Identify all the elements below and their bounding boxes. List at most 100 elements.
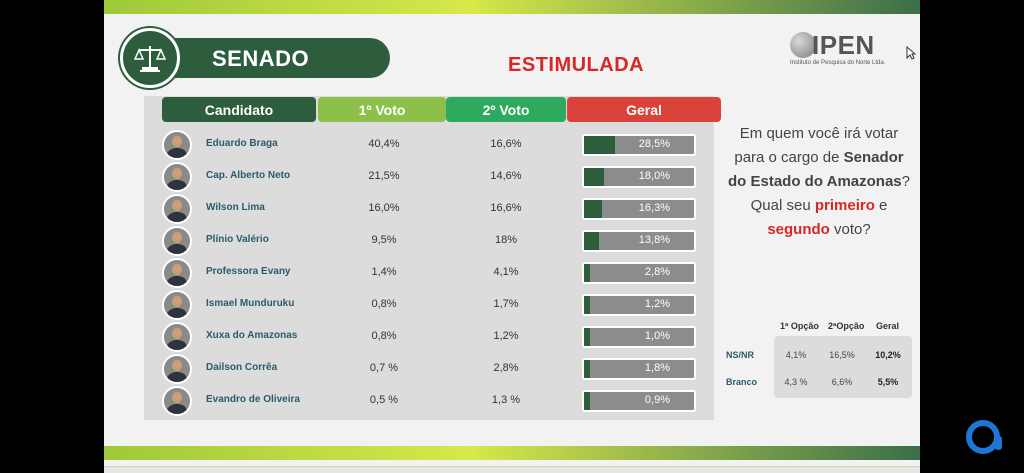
table-row: Cap. Alberto Neto 21,5% 14,6% 18,0%	[160, 161, 720, 193]
voto2-value: 16,6%	[490, 138, 522, 150]
geral-value: 1,2%	[644, 298, 670, 310]
bottom-stripe	[104, 446, 920, 460]
voto1-value: 0,7 %	[369, 362, 399, 374]
mouse-pointer-icon	[906, 46, 916, 60]
geral-bar: 28,5%	[582, 134, 696, 156]
geral-bar: 13,8%	[582, 230, 696, 252]
geral-bar-fill	[584, 296, 590, 314]
candidate-avatar	[162, 194, 192, 224]
candidate-name: Cap. Alberto Neto	[206, 170, 291, 181]
voto1-value: 40,4%	[368, 138, 400, 150]
summary-cell: 6,6%	[831, 377, 853, 387]
app-logo-icon[interactable]	[966, 420, 1002, 454]
voto1-value: 0,8%	[371, 298, 397, 310]
candidate-name: Wilson Lima	[206, 202, 265, 213]
candidate-name: Eduardo Braga	[206, 138, 278, 149]
senado-badge: SENADO	[120, 28, 390, 88]
summary-cell: 10,2%	[875, 350, 901, 360]
voto2-value: 18%	[494, 234, 518, 246]
table-row: Plínio Valério 9,5% 18% 13,8%	[160, 225, 720, 257]
candidate-name: Professora Evany	[206, 266, 291, 277]
table-row: Xuxa do Amazonas 0,8% 1,2% 1,0%	[160, 321, 720, 353]
poll-slide: SENADO ESTIMULADA IPEN Instituto de Pesq…	[104, 0, 920, 473]
summary-header-3: Geral	[876, 321, 900, 331]
candidate-name: Plínio Valério	[206, 234, 269, 245]
candidate-name: Dailson Corrêa	[206, 362, 278, 373]
ipen-logo: IPEN Instituto de Pesquisa do Norte Ltda…	[790, 30, 900, 70]
geral-value: 16,3%	[638, 202, 670, 214]
geral-bar: 1,2%	[582, 294, 696, 316]
geral-bar: 2,8%	[582, 262, 696, 284]
globe-icon	[790, 32, 816, 58]
candidate-name: Xuxa do Amazonas	[206, 330, 298, 341]
voto2-value: 16,6%	[490, 202, 522, 214]
geral-value: 0,9%	[644, 394, 670, 406]
voto2-value: 4,1%	[493, 266, 519, 278]
table-row: Eduardo Braga 40,4% 16,6% 28,5%	[160, 129, 720, 161]
summary-row-label: NS/NR	[726, 350, 755, 360]
candidate-avatar	[162, 322, 192, 352]
logo-subtitle: Instituto de Pesquisa do Norte Ltda.	[790, 60, 886, 66]
geral-value: 1,0%	[644, 330, 670, 342]
voto2-value: 1,3 %	[491, 394, 521, 406]
voto1-value: 16,0%	[368, 202, 400, 214]
header-candidato: Candidato	[162, 97, 316, 122]
geral-bar: 1,8%	[582, 358, 696, 380]
voto2-value: 2,8%	[493, 362, 519, 374]
geral-value: 2,8%	[644, 266, 670, 278]
geral-bar: 0,9%	[582, 390, 696, 412]
geral-bar-fill	[584, 328, 590, 346]
survey-type-label: ESTIMULADA	[508, 54, 645, 76]
geral-bar: 1,0%	[582, 326, 696, 348]
geral-bar-fill	[584, 168, 604, 186]
candidate-name: Ismael Munduruku	[206, 298, 295, 309]
geral-bar-fill	[584, 264, 590, 282]
table-row: Ismael Munduruku 0,8% 1,7% 1,2%	[160, 289, 720, 321]
table-row: Dailson Corrêa 0,7 % 2,8% 1,8%	[160, 353, 720, 385]
summary-header-1: 1ª Opção	[780, 321, 819, 331]
voto2-value: 14,6%	[490, 170, 522, 182]
summary-header-2: 2ªOpção	[828, 321, 865, 331]
geral-value: 13,8%	[638, 234, 670, 246]
page-title: SENADO	[212, 46, 310, 71]
summary-cell: 5,5%	[877, 377, 899, 387]
geral-value: 18,0%	[638, 170, 670, 182]
logo-text: IPEN	[812, 30, 875, 60]
voto2-value: 1,2%	[493, 330, 519, 342]
summary-table	[774, 336, 912, 398]
geral-bar-fill	[584, 200, 602, 218]
summary-cell: 16,5%	[829, 350, 855, 360]
scales-of-justice-icon	[120, 28, 180, 88]
geral-value: 1,8%	[644, 362, 670, 374]
candidate-avatar	[162, 386, 192, 416]
geral-bar-fill	[584, 232, 599, 250]
candidate-avatar	[162, 290, 192, 320]
voto1-value: 21,5%	[368, 170, 400, 182]
voto1-value: 0,8%	[371, 330, 397, 342]
geral-bar: 16,3%	[582, 198, 696, 220]
candidate-name: Evandro de Oliveira	[206, 394, 300, 405]
candidate-avatar	[162, 258, 192, 288]
header-geral: Geral	[567, 97, 721, 122]
table-row: Evandro de Oliveira 0,5 % 1,3 % 0,9%	[160, 385, 720, 417]
candidate-avatar	[162, 162, 192, 192]
summary-cell: 4,3 %	[784, 377, 808, 387]
voto2-value: 1,7%	[493, 298, 519, 310]
candidate-avatar	[162, 130, 192, 160]
header-voto1: 1º Voto	[318, 97, 446, 122]
header-voto2: 2º Voto	[446, 97, 566, 122]
top-stripe	[104, 0, 920, 14]
geral-bar: 18,0%	[582, 166, 696, 188]
voto1-value: 1,4%	[371, 266, 397, 278]
geral-bar-fill	[584, 360, 590, 378]
voto1-value: 9,5%	[371, 234, 397, 246]
candidate-avatar	[162, 354, 192, 384]
geral-bar-fill	[584, 136, 615, 154]
candidate-avatar	[162, 226, 192, 256]
summary-row-label: Branco	[726, 377, 758, 387]
geral-value: 28,5%	[638, 138, 670, 150]
summary-cell: 4,1%	[785, 350, 807, 360]
voto1-value: 0,5 %	[369, 394, 399, 406]
survey-question: Em quem você irá votar para o cargo de S…	[728, 125, 910, 238]
table-row: Professora Evany 1,4% 4,1% 2,8%	[160, 257, 720, 289]
